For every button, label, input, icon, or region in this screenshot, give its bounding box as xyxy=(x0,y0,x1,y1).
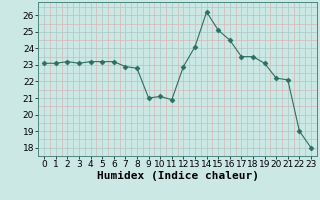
X-axis label: Humidex (Indice chaleur): Humidex (Indice chaleur) xyxy=(97,171,259,181)
